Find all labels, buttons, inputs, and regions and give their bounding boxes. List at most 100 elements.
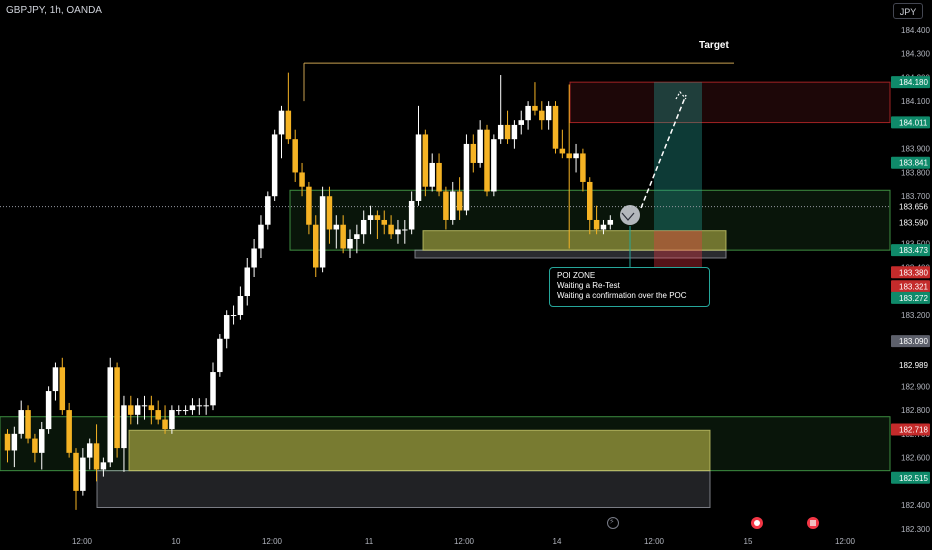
- candle-body: [518, 120, 524, 125]
- overlay-layer: [620, 90, 687, 267]
- candle-body: [456, 191, 463, 211]
- candle-body: [182, 410, 189, 412]
- projection-path: [640, 94, 687, 209]
- price-label-bg: [891, 335, 930, 348]
- candle-body: [408, 200, 415, 230]
- price-label: 183.841: [899, 159, 928, 168]
- stop-zone: [654, 230, 702, 273]
- x-tick-label: 12:00: [644, 537, 665, 546]
- price-label-bg: [891, 359, 930, 372]
- candle-body: [429, 162, 435, 187]
- candle-body: [223, 315, 230, 339]
- candle-body: [134, 405, 141, 415]
- price-label-bg: [891, 156, 930, 169]
- candle-body: [360, 219, 367, 235]
- x-tick-label: 11: [365, 537, 374, 546]
- candle-body: [203, 405, 209, 407]
- candles-layer: [4, 72, 614, 510]
- price-label-bg: [891, 280, 930, 293]
- candle-body: [306, 186, 312, 225]
- price-label-bg: [891, 116, 930, 129]
- candle-body: [402, 229, 408, 231]
- candle-body: [114, 367, 120, 449]
- x-tick-label: 14: [553, 537, 562, 546]
- candle-body: [80, 457, 86, 491]
- candle-body: [52, 367, 59, 392]
- candle-body: [532, 105, 538, 111]
- price-label-bg: [891, 200, 930, 213]
- candle-body: [395, 229, 401, 235]
- candle-body: [155, 410, 161, 420]
- red-record-icon[interactable]: [751, 517, 763, 529]
- poi-confirmation: Waiting a confirmation over the POC: [557, 291, 687, 300]
- candle-body: [196, 405, 203, 407]
- candle-body: [217, 338, 223, 373]
- candle-body: [443, 191, 449, 220]
- candle-body: [18, 410, 24, 434]
- candle-body: [367, 215, 374, 220]
- y-tick-label: 184.400: [901, 26, 930, 35]
- candle-body: [545, 105, 552, 121]
- x-tick-label: 12:00: [72, 537, 93, 546]
- candle-body: [470, 143, 477, 163]
- candle-body: [319, 196, 326, 268]
- projection-arrow: [675, 90, 687, 100]
- target-label: Target: [699, 40, 729, 51]
- lower-olive-zone: [128, 429, 711, 472]
- price-label-bg: [891, 76, 930, 89]
- candle-body: [436, 162, 442, 192]
- x-tick-label: 12:00: [835, 537, 856, 546]
- candle-body: [374, 215, 381, 220]
- price-label: 183.656: [899, 203, 928, 212]
- candle-body: [566, 153, 572, 159]
- candle-body: [230, 315, 237, 317]
- y-tick-label: 182.900: [901, 382, 930, 391]
- candle-body: [484, 129, 490, 192]
- candle-body: [422, 134, 429, 187]
- candle-body: [477, 129, 483, 163]
- lightning-icon[interactable]: [607, 517, 619, 529]
- candle-body: [66, 410, 72, 453]
- candle-body: [141, 405, 148, 407]
- price-label: 183.272: [899, 294, 928, 303]
- candle-body: [573, 153, 579, 159]
- candle-body: [121, 405, 127, 449]
- currency-button[interactable]: JPY: [893, 3, 923, 19]
- price-label: 183.473: [899, 246, 928, 255]
- price-label-bg: [891, 216, 930, 229]
- candle-body: [244, 267, 250, 297]
- candle-body: [237, 296, 244, 316]
- y-tick-label: 183.900: [901, 145, 930, 154]
- candle-body: [593, 219, 600, 230]
- candle-body: [381, 219, 387, 225]
- candle-body: [607, 219, 614, 225]
- candle-body: [525, 105, 531, 121]
- candle-body: [59, 367, 66, 411]
- candle-body: [600, 224, 607, 230]
- candle-body: [504, 124, 511, 140]
- y-tick-label: 182.400: [901, 501, 930, 510]
- candle-body: [415, 134, 422, 201]
- candle-body: [258, 224, 264, 249]
- candle-body: [210, 372, 216, 406]
- y-tick-label: 182.600: [901, 454, 930, 463]
- symbol-title[interactable]: GBPJPY, 1h, OANDA: [6, 5, 102, 16]
- candle-body: [73, 452, 79, 491]
- price-label: 182.718: [899, 426, 928, 435]
- price-label: 184.180: [899, 78, 928, 87]
- candle-body: [107, 367, 113, 463]
- y-tick-label: 183.700: [901, 192, 930, 201]
- price-label: 182.515: [899, 474, 928, 483]
- candle-body: [347, 238, 353, 249]
- flag-icon[interactable]: [807, 517, 819, 529]
- time-axis: 12:00 10 12:00 11 12:00 14 12:00 15 12:00: [72, 537, 856, 546]
- price-label: 183.321: [899, 282, 928, 291]
- price-label: 183.090: [899, 337, 928, 346]
- candle-body: [189, 405, 196, 411]
- candle-body: [511, 124, 518, 140]
- y-tick-label: 184.300: [901, 50, 930, 59]
- candle-body: [32, 438, 38, 453]
- candle-body: [340, 224, 346, 249]
